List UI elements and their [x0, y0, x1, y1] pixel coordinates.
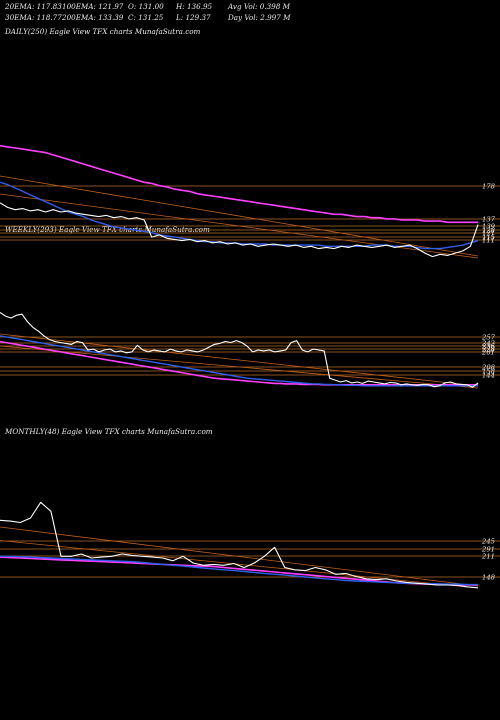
daily-level-label-1: 137: [482, 216, 496, 224]
daily-panel-title: DAILY(250) Eagle View TFX charts MunafaS…: [5, 27, 201, 36]
daily-level-label-2: 139: [482, 223, 496, 231]
weekly-level-label-5: 208: [481, 364, 496, 372]
weekly-level-label-2: 236: [481, 343, 496, 351]
monthly-series-0: [0, 501, 479, 589]
daily-level-label-6: 111: [482, 237, 495, 245]
monthly-level-label-0: 245: [481, 538, 495, 546]
ema30-readout: 30EMA: 118.77: [5, 13, 62, 22]
daily-series-2: [0, 144, 478, 224]
high-readout: H: 136.95: [176, 2, 213, 11]
day-vol-readout: Day Vol: 2.997 M: [228, 13, 291, 22]
monthly-trend-line-0: [0, 526, 479, 587]
weekly-trend-line-1: [0, 345, 479, 389]
weekly-trend-line-0: [0, 333, 479, 387]
daily-level-label-3: 128: [482, 227, 496, 235]
monthly-level-label-1: 291: [481, 546, 495, 554]
monthly-trend-line-1: [0, 540, 479, 589]
daily-series-0: [0, 202, 479, 258]
ema200-readout: 200EMA: 133.39: [62, 13, 124, 22]
ema20-readout: 20EMA: 117.83: [5, 2, 62, 11]
weekly-level-label-4: 201: [481, 349, 495, 357]
monthly-level-label-3: 148: [482, 574, 496, 582]
daily-trend-line-0: [0, 175, 479, 257]
weekly-level-label-7: 144: [482, 372, 495, 380]
weekly-panel-title: WEEKLY(293) Eagle View TFX charts Munafa…: [5, 225, 210, 234]
avg-vol-readout: Avg Vol: 0.398 M: [228, 2, 290, 11]
weekly-level-label-6: 158: [482, 368, 496, 376]
daily-level-label-4: 121: [482, 230, 495, 238]
weekly-series-1: [0, 335, 478, 387]
low-readout: L: 129.37: [176, 13, 211, 22]
weekly-series-0: [0, 311, 479, 388]
weekly-series-2: [0, 340, 478, 386]
weekly-level-label-0: 257: [481, 334, 496, 342]
monthly-level-label-2: 211: [481, 553, 495, 561]
daily-level-label-0: 178: [482, 183, 496, 191]
weekly-level-label-1: 242: [481, 340, 495, 348]
daily-series-1: [0, 181, 479, 250]
monthly-series-1: [0, 555, 478, 586]
daily-level-label-5: 115: [482, 234, 495, 242]
ema100-readout: 100EMA: 121.97: [62, 2, 124, 11]
close-readout: C: 131.25: [128, 13, 164, 22]
monthly-panel-title: MONTHLY(48) Eagle View TFX charts Munafa…: [5, 427, 213, 436]
weekly-level-label-3: 228: [481, 346, 496, 354]
open-readout: O: 131.00: [128, 2, 164, 11]
